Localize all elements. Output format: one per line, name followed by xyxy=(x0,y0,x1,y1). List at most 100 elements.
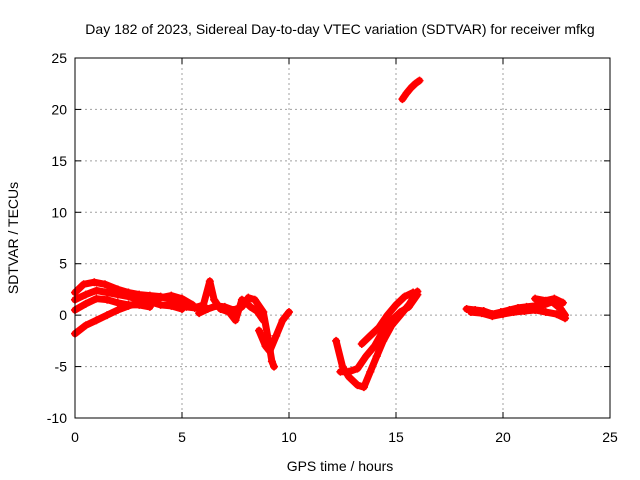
data-point xyxy=(520,307,529,316)
data-point xyxy=(556,304,565,313)
y-tick-label: 25 xyxy=(51,50,67,66)
x-tick-label: 0 xyxy=(71,429,79,445)
data-point xyxy=(402,88,411,97)
data-point xyxy=(558,298,567,307)
data-point xyxy=(156,300,165,309)
data-series xyxy=(71,76,570,392)
y-axis-title: SDTVAR / TECUs xyxy=(5,182,21,294)
data-point xyxy=(265,347,274,356)
data-point xyxy=(178,294,186,303)
data-track xyxy=(357,288,418,348)
y-tick-label: -10 xyxy=(47,410,67,426)
x-tick-label: 25 xyxy=(602,429,618,445)
data-point xyxy=(374,323,383,332)
data-point xyxy=(383,311,392,320)
data-point xyxy=(246,302,255,311)
data-track-line xyxy=(531,295,567,307)
data-point xyxy=(372,352,381,361)
data-track xyxy=(195,293,279,371)
data-point xyxy=(278,316,287,325)
data-point xyxy=(370,342,379,350)
data-point xyxy=(92,294,101,303)
data-point xyxy=(79,280,88,289)
data-track-line xyxy=(467,306,569,322)
data-point xyxy=(124,292,133,301)
data-point xyxy=(466,308,475,317)
data-point xyxy=(182,302,191,311)
data-point xyxy=(167,291,176,300)
data-point xyxy=(250,295,259,304)
y-tick-label: -5 xyxy=(55,359,68,375)
x-tick-label: 15 xyxy=(388,429,404,445)
data-point xyxy=(415,76,424,85)
data-track xyxy=(398,76,424,104)
data-track-line xyxy=(255,308,293,355)
data-point xyxy=(103,295,112,304)
data-point xyxy=(255,326,264,335)
axis-ticks: 0 5 10 15 20 25 -10 -5 0 5 10 15 20 25 xyxy=(47,50,618,445)
data-point xyxy=(366,367,375,376)
data-point xyxy=(531,306,540,314)
data-point xyxy=(509,308,518,317)
data-point xyxy=(135,298,144,307)
data-point xyxy=(332,336,341,345)
data-point xyxy=(231,316,240,325)
data-point xyxy=(113,306,122,314)
data-point xyxy=(92,316,101,325)
data-point xyxy=(145,296,154,305)
data-point xyxy=(344,367,353,376)
data-point xyxy=(285,308,293,317)
x-axis-title: GPS time / hours xyxy=(287,458,394,474)
data-point xyxy=(103,288,112,297)
data-point xyxy=(366,331,375,340)
y-tick-label: 0 xyxy=(59,307,67,323)
data-point xyxy=(220,302,229,311)
data-point xyxy=(404,302,413,311)
data-point xyxy=(237,302,246,311)
data-point xyxy=(477,309,486,318)
data-point xyxy=(387,316,396,325)
data-track xyxy=(255,308,293,356)
data-track-line xyxy=(336,291,421,376)
data-point xyxy=(531,294,540,303)
data-point xyxy=(336,367,345,376)
data-point xyxy=(353,364,362,373)
y-tick-label: 15 xyxy=(51,153,67,169)
y-tick-label: 20 xyxy=(51,101,67,117)
data-point xyxy=(362,352,371,361)
data-point xyxy=(552,310,561,319)
data-point xyxy=(462,304,471,313)
data-point xyxy=(203,304,212,313)
data-point xyxy=(81,321,90,330)
data-point xyxy=(541,308,550,317)
grid-lines xyxy=(75,58,610,418)
chart-title: Day 182 of 2023, Sidereal Day-to-day VTE… xyxy=(85,21,594,37)
data-point xyxy=(411,79,420,88)
data-point xyxy=(406,83,415,92)
data-point xyxy=(210,295,219,304)
data-point xyxy=(488,312,497,321)
x-tick-label: 10 xyxy=(281,429,297,445)
data-track xyxy=(531,294,567,307)
data-point xyxy=(100,280,109,289)
x-tick-label: 5 xyxy=(178,429,186,445)
data-point xyxy=(90,278,99,287)
data-point xyxy=(398,95,407,104)
data-point xyxy=(541,296,550,305)
data-point xyxy=(353,381,362,390)
data-point xyxy=(561,314,570,323)
data-point xyxy=(156,293,165,302)
data-point xyxy=(359,383,368,392)
data-track xyxy=(466,306,570,323)
data-point xyxy=(195,309,204,318)
data-point xyxy=(270,362,279,371)
x-tick-label: 20 xyxy=(495,429,511,445)
data-point xyxy=(113,290,122,299)
data-track xyxy=(336,290,422,376)
data-point xyxy=(92,286,101,295)
data-point xyxy=(229,306,238,314)
y-tick-label: 5 xyxy=(59,256,67,272)
data-point xyxy=(261,342,270,350)
